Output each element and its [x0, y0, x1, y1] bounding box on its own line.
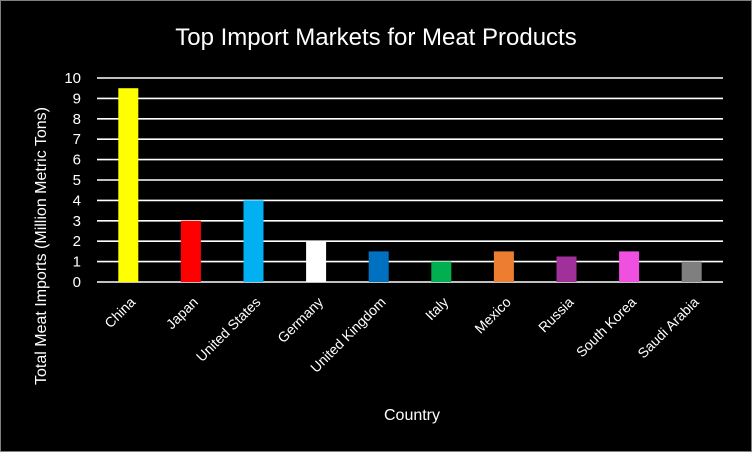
x-tick-label: Japan	[163, 294, 201, 332]
y-tick-label: 3	[73, 213, 81, 230]
y-tick-label: 2	[73, 233, 81, 250]
chart-title: Top Import Markets for Meat Products	[175, 24, 576, 51]
y-tick-label: 8	[73, 111, 81, 128]
gridlines	[97, 77, 723, 283]
x-tick-label: Germany	[274, 294, 326, 346]
y-axis-title: Total Meat Imports (Million Metric Tons)	[33, 107, 50, 385]
bar-south-korea	[619, 251, 640, 282]
x-tick-label: United States	[193, 294, 264, 365]
y-tick-label: 9	[73, 90, 81, 107]
x-tick-label: Russia	[535, 294, 577, 336]
x-axis-title: Country	[384, 407, 440, 424]
bars	[118, 88, 702, 282]
y-tick-label: 1	[73, 254, 81, 271]
bar-saudi-arabia	[681, 261, 702, 282]
bar-china	[118, 88, 139, 282]
y-axis-ticks: 0 1 2 3 4 5 6 7 8 9 10	[64, 70, 81, 291]
y-tick-label: 4	[73, 192, 81, 209]
bar-russia	[556, 256, 577, 282]
y-tick-label: 6	[73, 152, 81, 169]
y-tick-label: 0	[73, 274, 81, 291]
bar-united-kingdom	[368, 251, 389, 282]
bar-mexico	[493, 251, 514, 282]
y-tick-label: 10	[64, 70, 81, 87]
bar-italy	[431, 261, 452, 282]
y-tick-label: 5	[73, 172, 81, 189]
x-tick-label: Mexico	[471, 294, 514, 337]
y-tick-label: 7	[73, 131, 81, 148]
x-tick-label: Italy	[422, 294, 451, 323]
bar-germany	[306, 241, 327, 282]
x-tick-label: South Korea	[573, 294, 640, 361]
bar-japan	[180, 220, 201, 282]
bar-united-states	[243, 200, 264, 282]
x-tick-label: Saudi Arabia	[634, 294, 702, 362]
x-tick-label: China	[101, 294, 138, 331]
